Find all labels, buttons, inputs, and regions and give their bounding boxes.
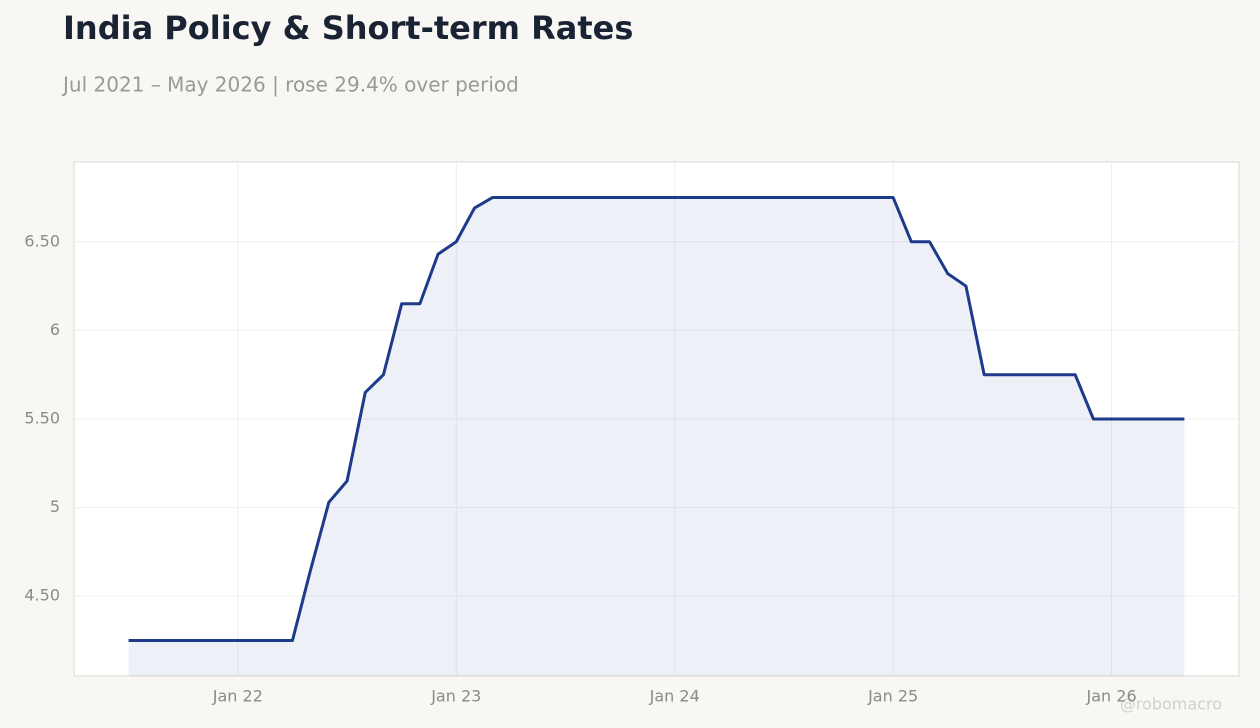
y-tick-label: 6: [50, 320, 60, 339]
y-tick-label: 4.50: [24, 586, 60, 605]
chart-title: India Policy & Short-term Rates: [63, 9, 633, 47]
y-tick-label: 5.50: [24, 409, 60, 428]
y-tick-label: 6.50: [24, 231, 60, 250]
watermark: @robomacro: [1120, 695, 1222, 714]
x-tick-label: Jan 24: [649, 687, 700, 706]
x-tick-label: Jan 23: [430, 687, 481, 706]
line: [128, 195, 1185, 643]
x-tick-label: Jan 22: [212, 687, 263, 706]
x-tick-label: Jan 25: [867, 687, 918, 706]
x-tick-label: Jan 26: [1086, 687, 1137, 706]
area: [128, 197, 1185, 676]
y-tick-label: 5: [50, 497, 60, 516]
chart-subtitle: Jul 2021 – May 2026 | rose 29.4% over pe…: [61, 73, 519, 97]
